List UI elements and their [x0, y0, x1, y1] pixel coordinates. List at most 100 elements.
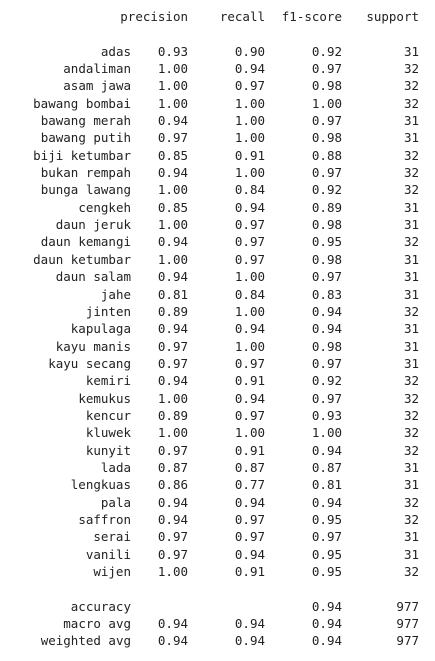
- recall-value: 0.97: [234, 234, 265, 250]
- recall-value: 0.91: [234, 147, 265, 163]
- support-value: 977: [396, 633, 419, 649]
- support-value: 32: [403, 234, 419, 250]
- recall-value: 0.94: [234, 199, 265, 215]
- f1-score-value: 0.94: [311, 598, 342, 614]
- precision-value: 0.94: [157, 165, 188, 181]
- row-label: kencur: [85, 407, 131, 423]
- support-value: 31: [403, 477, 419, 493]
- precision-value: 0.97: [157, 338, 188, 354]
- recall-value: 1.00: [234, 269, 265, 285]
- precision-value: 0.94: [157, 373, 188, 389]
- class-row: jinten 0.89 1.00 0.94 32: [0, 303, 435, 320]
- f1-score-value: 0.88: [311, 147, 342, 163]
- f1-score-value: 0.95: [311, 234, 342, 250]
- class-row: serai 0.97 0.97 0.97 31: [0, 528, 435, 545]
- row-label: daun salam: [55, 269, 131, 285]
- class-row: kapulaga 0.94 0.94 0.94 31: [0, 320, 435, 337]
- class-row: lada 0.87 0.87 0.87 31: [0, 459, 435, 476]
- class-row: kemukus 1.00 0.94 0.97 32: [0, 390, 435, 407]
- f1-score-value: 0.94: [311, 494, 342, 510]
- precision-value: 1.00: [157, 564, 188, 579]
- class-row: cengkeh 0.85 0.94 0.89 31: [0, 199, 435, 216]
- recall-value: 0.77: [234, 477, 265, 493]
- f1-score-value: 0.95: [311, 564, 342, 579]
- recall-value: 1.00: [234, 113, 265, 129]
- support-value: 32: [403, 182, 419, 198]
- class-row: pala 0.94 0.94 0.94 32: [0, 494, 435, 511]
- support-value: 977: [396, 598, 419, 614]
- row-label: lada: [100, 459, 131, 475]
- recall-value: 0.90: [234, 43, 265, 59]
- class-row: asam jawa 1.00 0.97 0.98 32: [0, 77, 435, 94]
- class-row: saffron 0.94 0.97 0.95 32: [0, 511, 435, 528]
- precision-value: 0.97: [157, 546, 188, 562]
- f1-score-value: 0.94: [311, 633, 342, 649]
- row-label: bukan rempah: [40, 165, 131, 181]
- recall-value: 1.00: [234, 95, 265, 111]
- class-row: wijen 1.00 0.91 0.95 32: [0, 563, 435, 580]
- header-recall: recall: [219, 9, 265, 24]
- row-label: kayu manis: [55, 338, 131, 354]
- precision-value: 0.81: [157, 286, 188, 302]
- class-row: kencur 0.89 0.97 0.93 32: [0, 407, 435, 424]
- row-label: daun kemangi: [40, 234, 131, 250]
- support-value: 32: [403, 373, 419, 389]
- precision-value: 0.85: [157, 147, 188, 163]
- class-row: daun salam 0.94 1.00 0.97 31: [0, 268, 435, 285]
- class-row: lengkuas 0.86 0.77 0.81 31: [0, 476, 435, 493]
- recall-value: 0.94: [234, 321, 265, 337]
- support-value: 31: [403, 217, 419, 233]
- f1-score-value: 0.97: [311, 269, 342, 285]
- precision-value: 1.00: [157, 390, 188, 406]
- f1-score-value: 0.93: [311, 407, 342, 423]
- support-value: 31: [403, 459, 419, 475]
- recall-value: 0.97: [234, 217, 265, 233]
- support-value: 31: [403, 130, 419, 146]
- f1-score-value: 0.87: [311, 459, 342, 475]
- row-label: bawang bombai: [33, 95, 131, 111]
- class-row: andaliman 1.00 0.94 0.97 32: [0, 60, 435, 77]
- support-value: 32: [403, 78, 419, 94]
- recall-value: 0.87: [234, 459, 265, 475]
- f1-score-value: 0.92: [311, 43, 342, 59]
- row-label: asam jawa: [63, 78, 131, 94]
- recall-value: 0.91: [234, 564, 265, 579]
- recall-value: 1.00: [234, 338, 265, 354]
- row-label: accuracy: [70, 598, 131, 614]
- summary-row: macro avg 0.94 0.94 0.94 977: [0, 615, 435, 632]
- summary-spacer: [0, 580, 435, 597]
- support-value: 31: [403, 529, 419, 545]
- f1-score-value: 0.95: [311, 511, 342, 527]
- f1-score-value: 1.00: [311, 425, 342, 441]
- f1-score-value: 0.98: [311, 130, 342, 146]
- precision-value: 1.00: [157, 425, 188, 441]
- f1-score-value: 0.98: [311, 338, 342, 354]
- support-value: 31: [403, 251, 419, 267]
- row-label: adas: [100, 43, 131, 59]
- precision-value: 0.97: [157, 442, 188, 458]
- header-f1-score: f1-score: [281, 9, 342, 24]
- header-spacer: [0, 25, 435, 42]
- recall-value: 0.91: [234, 442, 265, 458]
- row-label: kemukus: [78, 390, 131, 406]
- f1-score-value: 0.89: [311, 199, 342, 215]
- recall-value: 1.00: [234, 165, 265, 181]
- row-label: andaliman: [63, 61, 131, 77]
- precision-value: 0.94: [157, 616, 188, 632]
- class-row: daun ketumbar 1.00 0.97 0.98 31: [0, 251, 435, 268]
- row-label: saffron: [78, 511, 131, 527]
- class-row: vanili 0.97 0.94 0.95 31: [0, 546, 435, 563]
- support-value: 31: [403, 43, 419, 59]
- recall-value: 0.94: [234, 390, 265, 406]
- support-value: 32: [403, 511, 419, 527]
- recall-value: 0.94: [234, 546, 265, 562]
- class-row: biji ketumbar 0.85 0.91 0.88 32: [0, 147, 435, 164]
- precision-value: 0.87: [157, 459, 188, 475]
- row-label: kluwek: [85, 425, 131, 441]
- precision-value: 0.94: [157, 511, 188, 527]
- row-label: serai: [93, 529, 131, 545]
- summary-row: accuracy 0.94 977: [0, 598, 435, 615]
- class-row: bawang putih 0.97 1.00 0.98 31: [0, 129, 435, 146]
- row-label: vanili: [85, 546, 131, 562]
